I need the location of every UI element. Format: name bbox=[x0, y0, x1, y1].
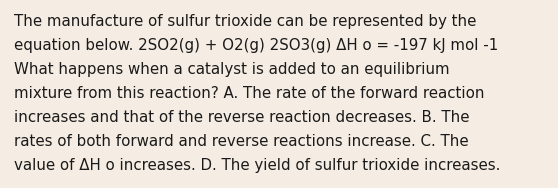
Text: The manufacture of sulfur trioxide can be represented by the: The manufacture of sulfur trioxide can b… bbox=[14, 14, 477, 29]
Text: increases and that of the reverse reaction decreases. B. The: increases and that of the reverse reacti… bbox=[14, 110, 469, 125]
Text: equation below. 2SO2(g) + O2(g) 2SO3(g) ΔH o = -197 kJ mol -1: equation below. 2SO2(g) + O2(g) 2SO3(g) … bbox=[14, 38, 498, 53]
Text: mixture from this reaction? A. The rate of the forward reaction: mixture from this reaction? A. The rate … bbox=[14, 86, 484, 101]
Text: value of ΔH o increases. D. The yield of sulfur trioxide increases.: value of ΔH o increases. D. The yield of… bbox=[14, 158, 501, 173]
Text: What happens when a catalyst is added to an equilibrium: What happens when a catalyst is added to… bbox=[14, 62, 450, 77]
Text: rates of both forward and reverse reactions increase. C. The: rates of both forward and reverse reacti… bbox=[14, 134, 469, 149]
